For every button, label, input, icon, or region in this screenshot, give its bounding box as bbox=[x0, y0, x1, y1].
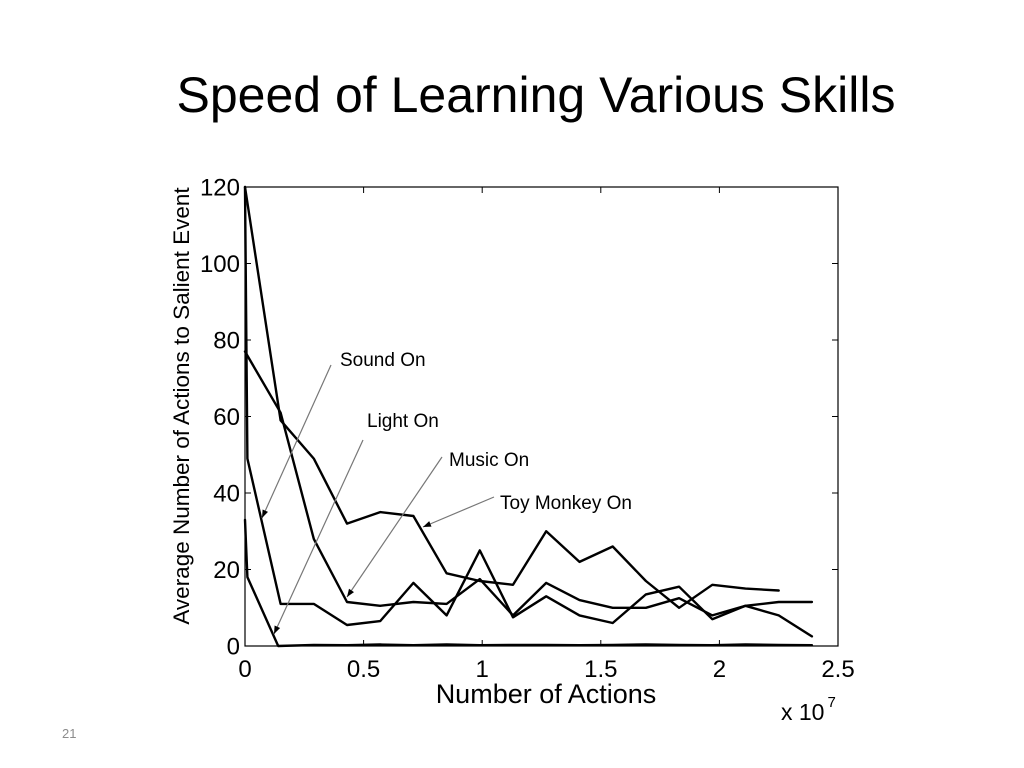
x-tick-label: 1 bbox=[476, 656, 489, 683]
series-line-toy-monkey-on bbox=[243, 185, 780, 609]
page-number: 21 bbox=[62, 726, 77, 741]
x-axis-multiplier-base: x 10 bbox=[781, 699, 824, 725]
x-tick-label: 0 bbox=[238, 656, 251, 683]
x-tick-label: 1.5 bbox=[584, 656, 617, 683]
x-axis: 0 0.5 1 1.5 2 2.5 bbox=[238, 187, 855, 683]
y-axis: 0 20 40 60 80 100 120 bbox=[200, 175, 838, 661]
y-tick-label: 0 bbox=[227, 634, 240, 661]
y-tick-label: 120 bbox=[200, 175, 240, 202]
annotation-label: Toy Monkey On bbox=[500, 493, 632, 514]
y-tick-label: 20 bbox=[213, 557, 240, 584]
annotation-arrowhead bbox=[347, 588, 354, 597]
annotations: Sound On Light On Music On Toy Monkey On bbox=[261, 350, 632, 635]
x-axis-label: Number of Actions bbox=[436, 679, 657, 709]
x-tick-label: 2.5 bbox=[821, 656, 854, 683]
annotation-label: Music On bbox=[449, 450, 529, 471]
series-line-music-on bbox=[243, 350, 814, 638]
annotation-arrow bbox=[273, 439, 364, 635]
slide-title: Speed of Learning Various Skills bbox=[176, 67, 896, 123]
y-tick-label: 40 bbox=[213, 481, 240, 508]
x-axis-multiplier: x 10 7 bbox=[781, 694, 836, 725]
series-lines bbox=[243, 185, 814, 648]
annotation-label: Sound On bbox=[340, 350, 426, 371]
x-tick-label: 2 bbox=[713, 656, 726, 683]
x-tick-label: 0.5 bbox=[347, 656, 380, 683]
annotation-arrow bbox=[346, 456, 443, 598]
annotation-arrowhead bbox=[262, 509, 268, 518]
annotation-label: Light On bbox=[367, 411, 439, 432]
annotation-arrowhead bbox=[423, 521, 432, 527]
series-line-light-on bbox=[243, 518, 814, 648]
series-line-sound-on bbox=[243, 185, 814, 627]
x-axis-multiplier-exponent: 7 bbox=[827, 694, 835, 711]
annotation-arrow bbox=[261, 364, 332, 519]
annotation-arrow bbox=[422, 496, 495, 528]
y-tick-label: 60 bbox=[213, 404, 240, 431]
annotation-arrowhead bbox=[274, 625, 281, 634]
y-tick-label: 80 bbox=[213, 328, 240, 355]
y-tick-label: 100 bbox=[200, 251, 240, 278]
y-axis-label: Average Number of Actions to Salient Eve… bbox=[169, 187, 194, 625]
